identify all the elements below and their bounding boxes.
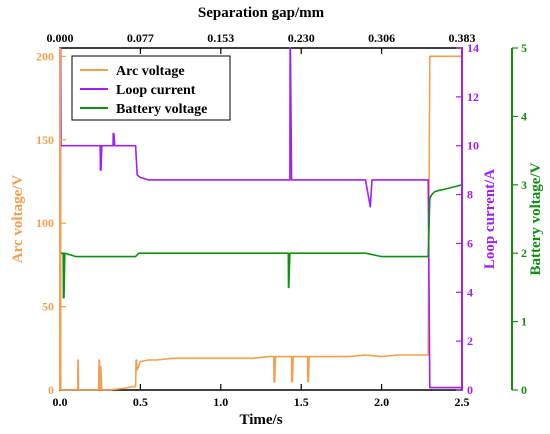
y-left-tick-label: 200 bbox=[36, 49, 54, 63]
y-right1-tick-label: 8 bbox=[467, 188, 473, 202]
x-bottom-tick-label: 1.5 bbox=[294, 395, 309, 409]
x-top-tick-label: 0.383 bbox=[449, 31, 476, 45]
legend-label: Loop current bbox=[116, 83, 196, 98]
x-bottom-tick-label: 0.5 bbox=[133, 395, 148, 409]
x-bottom-tick-label: 0.0 bbox=[53, 395, 68, 409]
y-right1-tick-label: 2 bbox=[467, 334, 473, 348]
legend: Arc voltage Loop current Battery voltage bbox=[71, 55, 231, 121]
y-right2-tick-label: 1 bbox=[521, 315, 527, 329]
y-right1-tick-label: 10 bbox=[467, 139, 479, 153]
y-right1-tick-label: 12 bbox=[467, 90, 479, 104]
y-left-tick-label: 0 bbox=[48, 383, 54, 397]
y-right1-tick-label: 4 bbox=[467, 285, 473, 299]
x-top-axis-title: Separation gap/mm bbox=[198, 5, 325, 21]
y-left-tick-label: 50 bbox=[42, 300, 54, 314]
series-layer bbox=[59, 47, 463, 391]
x-bottom-axis-title: Time/s bbox=[239, 412, 282, 428]
x-top-tick-label: 0.153 bbox=[207, 31, 234, 45]
axes-layer: 0.0 0.5 1.0 1.5 2.0 2.5 Time/s 0.000 0.077 0.153 0… bbox=[10, 5, 544, 428]
legend-label: Arc voltage bbox=[116, 64, 185, 79]
y-right2-tick-label: 5 bbox=[521, 41, 527, 55]
x-bottom-tick-label: 1.0 bbox=[213, 395, 228, 409]
y-right2-tick-label: 0 bbox=[521, 383, 527, 397]
y-left-tick-label: 100 bbox=[36, 216, 54, 230]
series-line-loop-current bbox=[59, 47, 462, 391]
y-right1-tick-label: 0 bbox=[467, 383, 473, 397]
y-right2-tick-label: 4 bbox=[521, 109, 527, 123]
y-right2-axis-title: Battery voltage/V bbox=[528, 162, 544, 275]
y-right1-tick-label: 6 bbox=[467, 236, 473, 250]
x-top-tick-label: 0.077 bbox=[127, 31, 154, 45]
y-right2-tick-label: 2 bbox=[521, 246, 527, 260]
y-right2-tick-label: 3 bbox=[521, 178, 527, 192]
y-right1-axis-title: Loop current/A bbox=[482, 169, 498, 269]
y-left-axis-title: Arc voltage/V bbox=[10, 175, 26, 264]
x-top-tick-label: 0.306 bbox=[368, 31, 395, 45]
y-right1-tick-label: 14 bbox=[467, 41, 479, 55]
x-bottom-tick-label: 2.5 bbox=[455, 395, 470, 409]
legend-label: Battery voltage bbox=[116, 102, 207, 117]
series-line-battery-voltage bbox=[60, 184, 463, 299]
x-top-tick-label: 0.230 bbox=[288, 31, 315, 45]
x-bottom-tick-label: 2.0 bbox=[374, 395, 389, 409]
y-left-tick-label: 150 bbox=[36, 133, 54, 147]
x-top-tick-label: 0.000 bbox=[47, 31, 74, 45]
series-line-arc-voltage bbox=[59, 47, 462, 391]
